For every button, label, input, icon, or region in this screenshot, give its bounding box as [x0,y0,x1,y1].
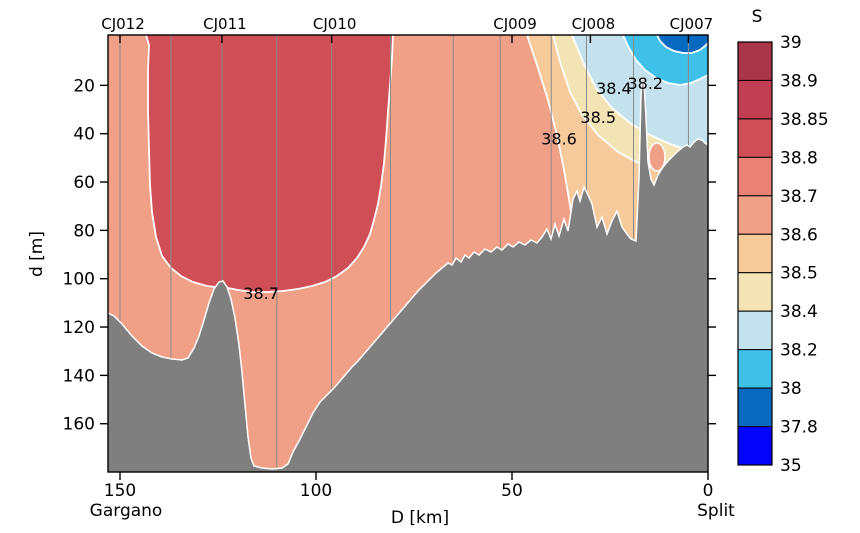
seafloor-bathymetry [108,78,708,472]
station-label: CJ012 [101,15,145,33]
axis-tick-labels: 150 100 50 0 20 40 60 80 100 120 140 160 [63,76,714,501]
y-tick-label: 140 [63,366,95,386]
y-tick-label: 60 [73,173,95,193]
colorbar-tick-label: 38.7 [780,187,818,207]
x-tick-label: 0 [703,481,714,501]
y-tick-label: 20 [73,76,95,96]
colorbar-segment [737,41,773,81]
x-tick-label: 150 [104,481,136,501]
colorbar-segment [737,349,773,389]
y-tick-label: 100 [63,270,95,290]
station-label: CJ008 [572,15,616,33]
y-axis-label: d [m] [27,231,47,277]
colorbar-title: S [752,7,763,27]
y-tick-label: 120 [63,318,95,338]
colorbar-tick-label: 38.8 [780,148,818,168]
left-end-label: Gargano [90,501,163,521]
colorbar-segment [737,272,773,312]
contour-label: 38.7 [243,284,279,303]
contour-label: 38.6 [541,130,577,149]
y-tick-label: 80 [73,221,95,241]
station-labels: CJ012 CJ011 CJ010 CJ009 CJ008 CJ007 [101,15,713,33]
colorbar-segment [737,195,773,235]
contour-label: 38.2 [627,74,663,93]
contour-label: 38.5 [580,108,616,127]
colorbar-segment [737,79,773,120]
colorbar-segment [737,387,773,428]
colorbar-tick-label: 38.9 [780,71,818,91]
colorbar-tick-label: 38.4 [780,302,818,322]
low-salinity-pocket-region [648,142,666,172]
station-label: CJ007 [670,15,714,33]
colorbar-tick-label: 38.5 [780,264,818,284]
contour-line-38.0 [656,34,709,54]
colorbar-tick-label: 37.8 [780,418,818,438]
x-axis-label: D [km] [391,508,449,528]
station-label: CJ011 [203,15,247,33]
station-label: CJ010 [313,15,357,33]
high-salinity-core-region [146,35,393,292]
colorbar-tick-label: 35 [780,456,802,476]
axis-ticks [100,35,716,480]
colorbar-segment [737,118,773,158]
colorbar-tick-label: 38.6 [780,225,818,245]
x-tick-label: 50 [501,481,523,501]
colorbar-segment [737,426,773,466]
colorbar-segment [737,310,773,351]
contour-label: 38.4 [596,79,632,98]
colorbar-tick-label: 39 [780,33,802,53]
colorbar-tick-label: 38.85 [780,110,829,130]
colorbar: 39 38.9 38.85 38.8 38.7 38.6 38.5 38.4 38.2 38 37.… [737,33,829,476]
seafloor-outline [107,76,709,470]
colorbar-border [737,41,773,466]
station-label: CJ009 [493,15,537,33]
y-tick-label: 160 [63,415,95,435]
right-end-label: Split [697,501,735,521]
y-tick-label: 40 [73,125,95,145]
plot-border [107,34,709,473]
colorbar-segment [737,156,773,197]
colorbar-tick-label: 38 [780,379,802,399]
contour-line-38.7 [145,34,394,293]
x-tick-label: 100 [300,481,332,501]
contour-value-labels: 38.7 38.638.5 38.438.2 [243,74,663,303]
colorbar-tick-label: 38.2 [780,341,818,361]
colorbar-segment [737,233,773,274]
